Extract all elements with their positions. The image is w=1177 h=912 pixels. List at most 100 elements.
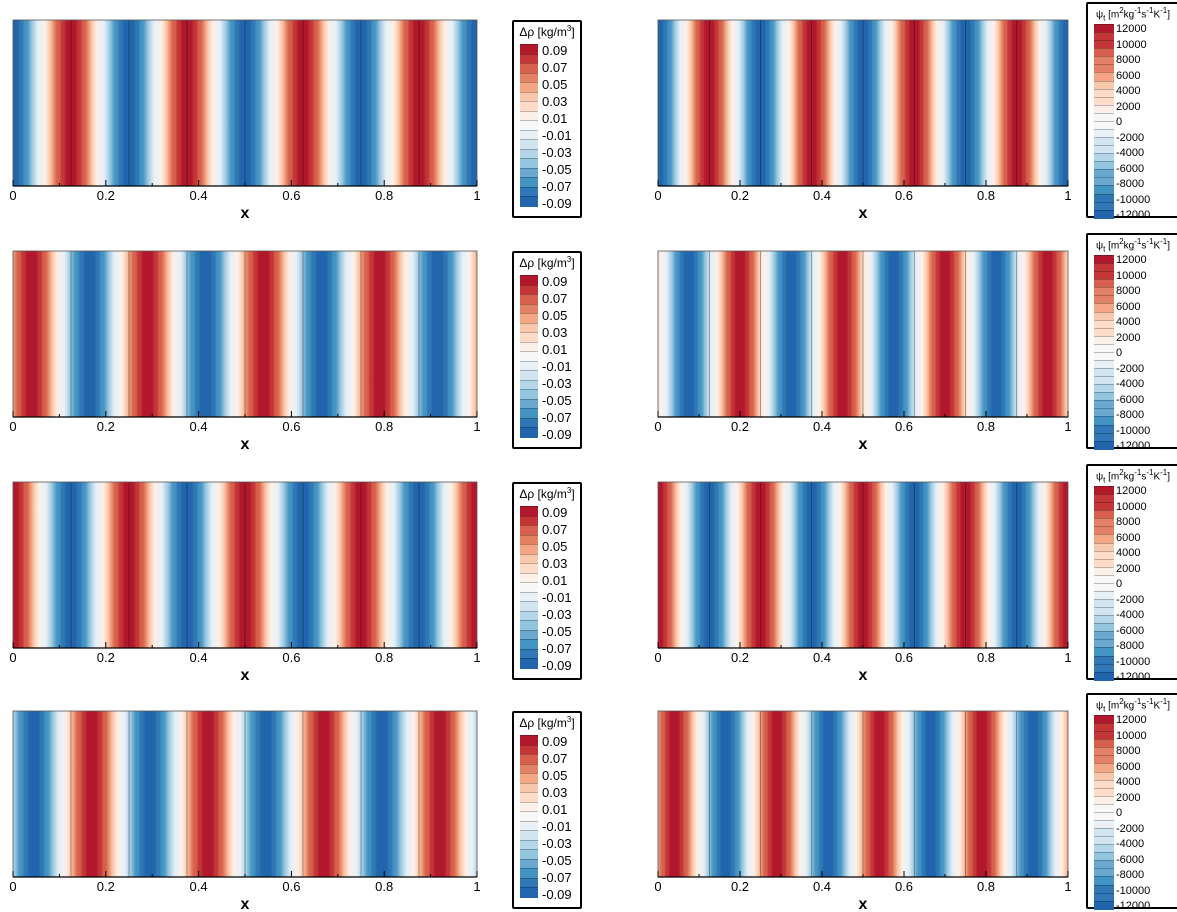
legend-swatch <box>1094 287 1114 297</box>
legend-level-label: 12000 <box>1116 254 1147 266</box>
heatmap-panel-psi-3: 0 0.2 0.4 0.6 0.8 1 x <box>654 481 1072 684</box>
legend-swatch <box>1094 739 1114 749</box>
legend-level-label: -0.09 <box>542 196 572 211</box>
legend-level-label: -2000 <box>1116 822 1145 835</box>
x-tick-label: 0.6 <box>282 419 300 434</box>
x-tick-label: 0 <box>654 188 661 203</box>
legend-swatch <box>1094 836 1114 846</box>
legend-level-label: 8000 <box>1116 285 1141 297</box>
legend-swatch <box>520 82 538 93</box>
legend-swatch <box>520 773 538 784</box>
legend-swatch <box>520 563 538 574</box>
x-axis-title: x <box>859 667 868 684</box>
legend-swatch <box>520 553 538 565</box>
heatmap-panel-psi-1: 0 0.2 0.4 0.6 0.8 1 x <box>654 19 1072 222</box>
legend-level-label: 10000 <box>1116 729 1147 742</box>
legend-level-label: 0.05 <box>542 539 568 554</box>
legend-level-label: 0.01 <box>542 802 568 817</box>
legend-swatch <box>1094 376 1114 386</box>
legend-swatch <box>520 648 538 660</box>
legend-swatch <box>1094 558 1114 569</box>
legend-level-label: 8000 <box>1116 54 1141 66</box>
legend-swatch <box>520 360 538 372</box>
x-tick-label: 0.6 <box>895 188 913 203</box>
x-tick-label: 0.2 <box>97 419 115 434</box>
legend-swatch <box>520 379 538 391</box>
legend-swatch <box>520 417 538 429</box>
legend-swatch <box>520 782 538 794</box>
legend-level-label: 0.03 <box>542 556 568 571</box>
legend-swatch <box>1094 359 1114 370</box>
legend-swatch <box>1094 104 1114 115</box>
legend-swatch <box>520 275 538 286</box>
x-tick-label: 0.4 <box>190 879 208 894</box>
legend-level-label: 8000 <box>1116 516 1141 528</box>
x-axis-title: x <box>241 436 250 453</box>
legend-level-label: -4000 <box>1116 147 1145 159</box>
x-tick-label: 0.2 <box>731 879 749 894</box>
legend-swatch <box>520 858 538 870</box>
psi-colorbar-legend: ψt [m2kg-1s-1K-1] 12000 10000 8000 6000 4000 2… <box>1086 464 1177 683</box>
legend-swatch <box>1094 440 1114 451</box>
legend-swatch <box>1094 615 1114 625</box>
legend-level-label: 0.09 <box>542 274 568 289</box>
legend-swatch <box>520 811 538 822</box>
legend-swatch <box>520 582 538 593</box>
legend-level-label: -6000 <box>1116 853 1145 866</box>
legend-level-label: 6000 <box>1116 760 1141 773</box>
density-colorbar-legend: Δρ [kg/m3] 0.09 0.07 0.05 0.03 0.01 -0.01 -0.03… <box>512 482 582 680</box>
x-tick-label: 1 <box>473 188 480 203</box>
legend-swatch <box>1094 408 1114 418</box>
legend-swatch <box>520 515 538 527</box>
legend-level-label: 0.07 <box>542 291 568 306</box>
legend-swatch <box>1094 884 1114 895</box>
legend-swatch <box>520 754 538 765</box>
x-tick-label: 0 <box>654 879 661 894</box>
legend-swatch <box>1094 518 1114 528</box>
legend-level-label: 2000 <box>1116 331 1141 344</box>
legend-swatch <box>1094 486 1114 496</box>
legend-swatch <box>1094 510 1114 520</box>
legend-swatch <box>1094 368 1114 378</box>
legend-swatch <box>1094 852 1114 862</box>
legend-level-label: 0.07 <box>542 522 568 537</box>
legend-swatch <box>1094 892 1114 903</box>
legend-level-label: 2000 <box>1116 562 1141 575</box>
legend-level-label: -8000 <box>1116 640 1145 652</box>
legend-title: Δρ [kg/m3] <box>519 24 575 39</box>
legend-level-label: -0.03 <box>542 376 572 391</box>
legend-swatch <box>1094 795 1114 806</box>
legend-title: ψt [m2kg-1s-1K-1] <box>1095 697 1171 714</box>
legend-swatch <box>1094 271 1114 281</box>
legend-level-label: 0.01 <box>542 342 568 357</box>
legend-swatch <box>1094 335 1114 346</box>
legend-level-label: 4000 <box>1116 316 1141 328</box>
legend-level-label: -4000 <box>1116 609 1145 621</box>
legend-swatch <box>520 53 538 65</box>
legend-swatch <box>520 294 538 305</box>
x-tick-label: 0.8 <box>375 419 393 434</box>
legend-level-label: -4000 <box>1116 838 1145 850</box>
legend-swatch <box>520 792 538 803</box>
density-colorbar-legend: Δρ [kg/m3] 0.09 0.07 0.05 0.03 0.01 -0.01 -0.03… <box>512 251 582 449</box>
x-axis-title: x <box>859 436 868 453</box>
legend-level-label: -0.01 <box>542 590 572 605</box>
legend-swatch <box>520 313 538 324</box>
legend-swatch <box>1094 432 1114 443</box>
legend-swatch <box>1094 24 1114 34</box>
legend-swatch <box>520 167 538 179</box>
legend-swatch <box>520 101 538 112</box>
legend-level-label: -12000 <box>1116 209 1151 221</box>
legend-swatch <box>1094 137 1114 147</box>
legend-swatch <box>520 110 538 122</box>
x-tick-label: 1 <box>473 650 480 665</box>
legend-level-label: 10000 <box>1116 38 1147 51</box>
legend-swatch <box>520 186 538 198</box>
legend-swatch <box>1094 169 1114 179</box>
legend-swatch <box>1094 351 1114 362</box>
legend-swatch <box>1094 193 1114 204</box>
legend-level-label: 8000 <box>1116 745 1141 757</box>
legend-swatch <box>1094 623 1114 633</box>
legend-swatch <box>1094 255 1114 265</box>
legend-swatch <box>1094 574 1114 585</box>
